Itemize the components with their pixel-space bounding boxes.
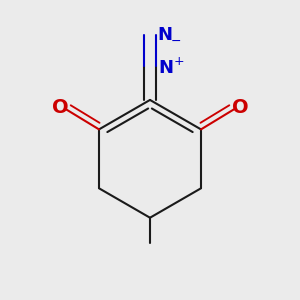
Text: −: − [171,35,182,48]
Text: O: O [52,98,68,117]
Text: N: N [157,26,172,44]
Text: N: N [159,58,174,76]
Text: O: O [232,98,248,117]
Text: +: + [174,55,184,68]
